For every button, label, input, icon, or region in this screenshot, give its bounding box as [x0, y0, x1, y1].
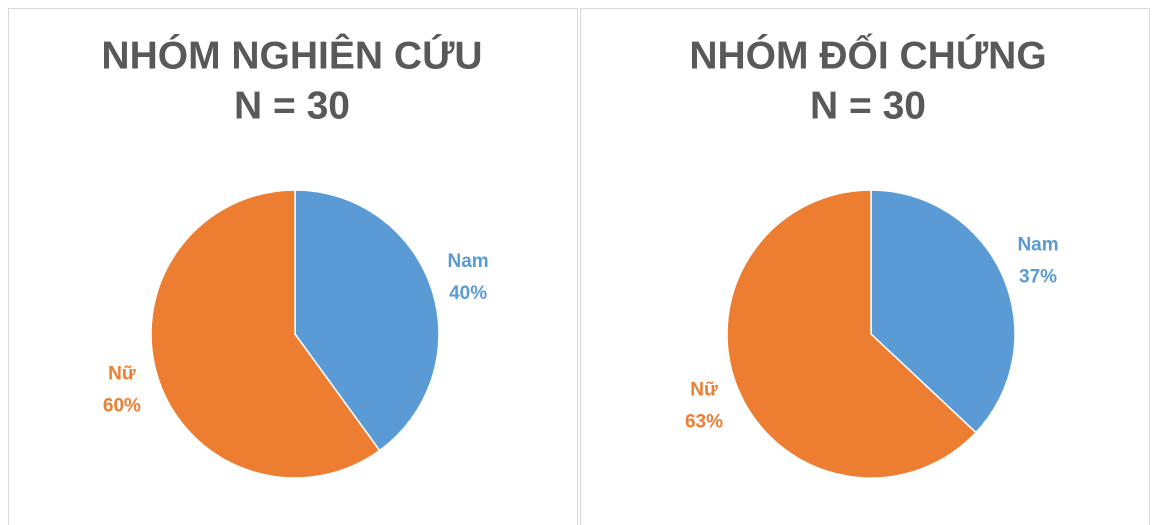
pie-slice [150, 189, 381, 479]
chart-title: NHÓM ĐỐI CHỨNG [689, 32, 1046, 77]
data-label-value: 60% [103, 395, 141, 416]
pie-slice [294, 189, 440, 452]
pie-slice [870, 189, 1016, 434]
chart-subtitle: N = 30 [234, 84, 350, 127]
data-label-value: 37% [1019, 267, 1057, 288]
data-label-category: Nữ [108, 363, 136, 384]
data-label-value: 63% [685, 411, 723, 432]
chart-title: NHÓM NGHIÊN CỨU [101, 33, 482, 77]
chart-subtitle: N = 30 [810, 84, 926, 127]
data-label-category: Nam [447, 251, 488, 272]
data-label-category: Nữ [690, 379, 718, 400]
data-label-category: Nam [1017, 235, 1058, 256]
data-label-value: 40% [449, 283, 487, 304]
pie-slice [726, 189, 978, 479]
